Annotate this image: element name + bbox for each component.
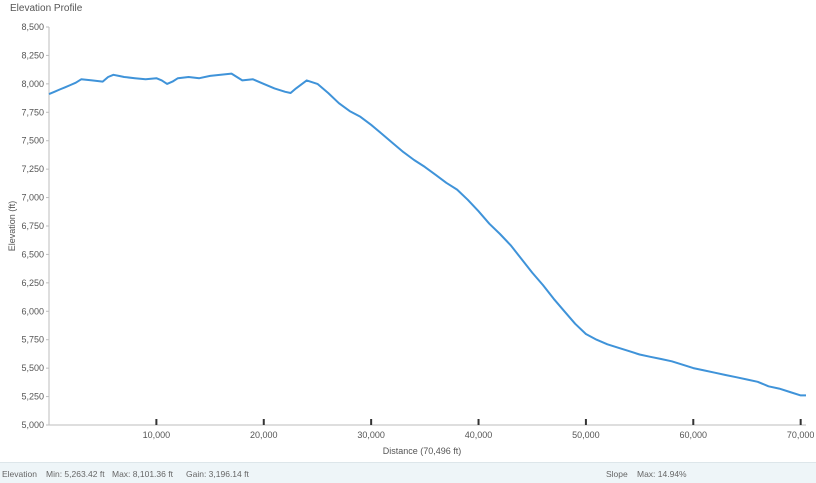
y-tick-label: 8,250 <box>21 50 44 60</box>
x-axis-title: Distance (70,496 ft) <box>383 446 462 456</box>
x-tick-label: 10,000 <box>143 430 171 440</box>
elevation-label: Elevation <box>2 469 37 479</box>
chart-title: Elevation Profile <box>10 3 83 14</box>
x-tick-label: 70,000 <box>787 430 815 440</box>
y-tick-label: 8,500 <box>21 22 44 32</box>
y-tick-label: 5,500 <box>21 363 44 373</box>
plot-area <box>49 27 806 425</box>
y-tick-label: 5,250 <box>21 392 44 402</box>
y-tick-label: 5,000 <box>21 420 44 430</box>
slope-max: Max: 14.94% <box>637 469 687 479</box>
y-tick-label: 7,000 <box>21 193 44 203</box>
x-tick-label: 20,000 <box>250 430 278 440</box>
elevation-chart[interactable]: 5,000 5,250 5,500 5,750 6,000 6,250 6,500 6,750… <box>0 0 816 462</box>
x-tick-label: 40,000 <box>465 430 493 440</box>
x-tick-label: 60,000 <box>680 430 708 440</box>
status-bar: Elevation Min: 5,263.42 ft Max: 8,101.36… <box>0 462 816 483</box>
y-tick-label: 7,750 <box>21 107 44 117</box>
y-tick-label: 6,000 <box>21 306 44 316</box>
x-tick-label: 50,000 <box>572 430 600 440</box>
y-tick-label: 6,500 <box>21 249 44 259</box>
y-tick-label: 6,250 <box>21 278 44 288</box>
elevation-min: Min: 5,263.42 ft <box>46 469 105 479</box>
elevation-max: Max: 8,101.36 ft <box>112 469 173 479</box>
y-tick-label: 7,500 <box>21 136 44 146</box>
elevation-gain: Gain: 3,196.14 ft <box>186 469 249 479</box>
elevation-profile-line[interactable] <box>48 72 806 397</box>
slope-label: Slope <box>606 469 628 479</box>
y-tick-label: 7,250 <box>21 164 44 174</box>
y-axis-title: Elevation (ft) <box>7 201 17 252</box>
y-ticks: 5,000 5,250 5,500 5,750 6,000 6,250 6,500 6,750… <box>21 22 49 430</box>
x-tick-label: 30,000 <box>357 430 385 440</box>
y-tick-label: 8,000 <box>21 79 44 89</box>
y-tick-label: 5,750 <box>21 335 44 345</box>
y-tick-label: 6,750 <box>21 221 44 231</box>
x-ticks: 10,000 20,000 30,000 40,000 50,000 60,000 70,0… <box>143 419 815 440</box>
